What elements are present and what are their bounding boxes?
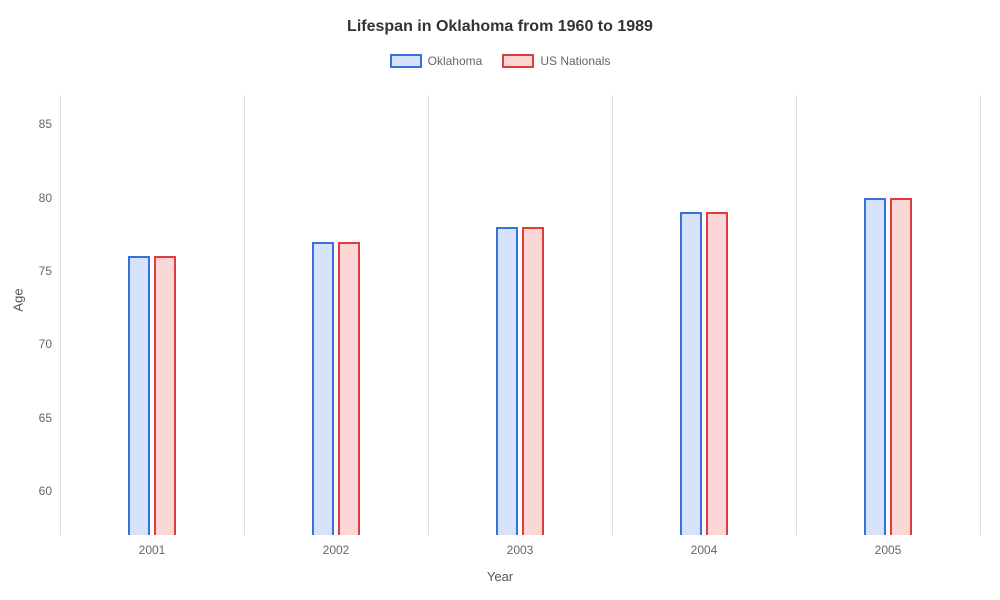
legend-swatch-us-nationals (502, 54, 534, 68)
bar (128, 256, 150, 535)
legend-item-oklahoma: Oklahoma (390, 54, 483, 68)
chart-legend: Oklahoma US Nationals (0, 54, 1000, 68)
bar (496, 227, 518, 535)
plot-area: 60657075808520012002200320042005 (60, 95, 980, 535)
y-axis-label: Age (11, 288, 26, 311)
bar (864, 198, 886, 535)
bar (522, 227, 544, 535)
x-tick-label: 2002 (323, 535, 350, 557)
grid-line (428, 95, 429, 535)
x-tick-label: 2004 (691, 535, 718, 557)
x-tick-label: 2001 (139, 535, 166, 557)
bar (338, 242, 360, 535)
y-tick-label: 75 (39, 264, 60, 278)
x-tick-label: 2005 (875, 535, 902, 557)
grid-line (60, 95, 61, 535)
chart-title: Lifespan in Oklahoma from 1960 to 1989 (0, 0, 1000, 36)
bar (312, 242, 334, 535)
x-tick-label: 2003 (507, 535, 534, 557)
y-tick-label: 80 (39, 191, 60, 205)
grid-line (244, 95, 245, 535)
chart-container: Lifespan in Oklahoma from 1960 to 1989 O… (0, 0, 1000, 600)
bar (680, 212, 702, 535)
grid-line (980, 95, 981, 535)
legend-swatch-oklahoma (390, 54, 422, 68)
bar (706, 212, 728, 535)
y-tick-label: 65 (39, 411, 60, 425)
legend-item-us-nationals: US Nationals (502, 54, 610, 68)
legend-label-oklahoma: Oklahoma (428, 54, 483, 68)
y-tick-label: 60 (39, 484, 60, 498)
y-tick-label: 85 (39, 117, 60, 131)
bar (890, 198, 912, 535)
grid-line (612, 95, 613, 535)
x-axis-label: Year (487, 569, 513, 584)
y-tick-label: 70 (39, 337, 60, 351)
legend-label-us-nationals: US Nationals (540, 54, 610, 68)
grid-line (796, 95, 797, 535)
bar (154, 256, 176, 535)
